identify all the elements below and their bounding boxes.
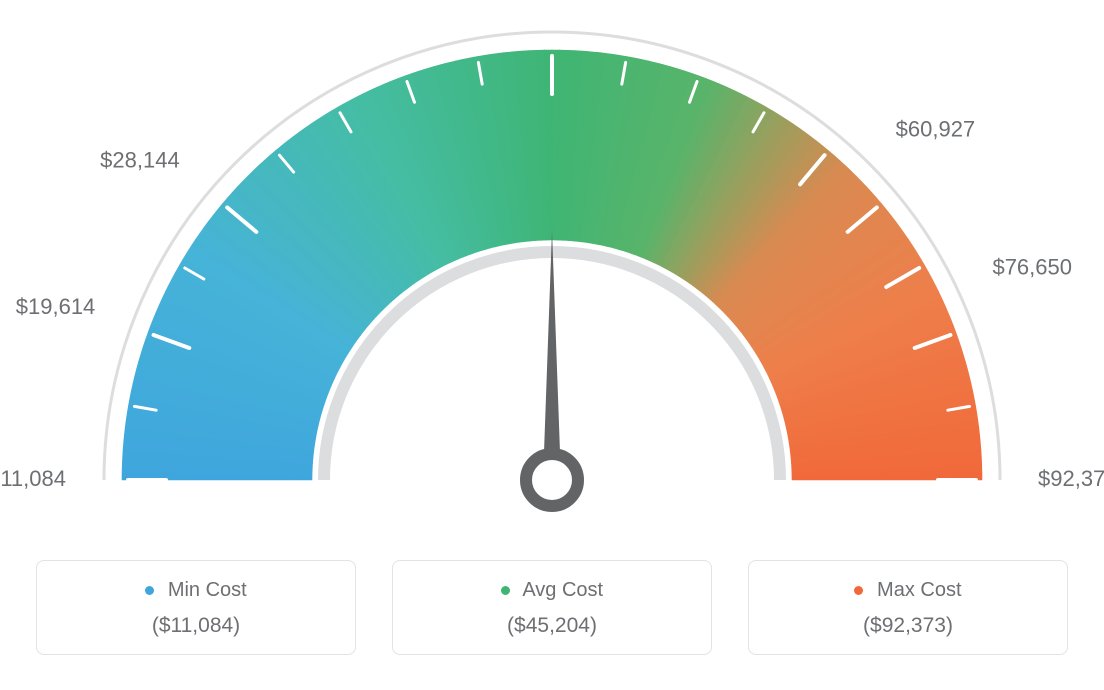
legend-title-min: Min Cost	[47, 579, 345, 602]
svg-text:$28,144: $28,144	[100, 148, 180, 173]
legend-row: Min Cost ($11,084) Avg Cost ($45,204) Ma…	[0, 560, 1104, 655]
gauge-svg: $11,084$19,614$28,144$45,204$60,927$76,6…	[0, 0, 1104, 560]
dot-icon	[854, 586, 863, 595]
gauge-chart: $11,084$19,614$28,144$45,204$60,927$76,6…	[0, 0, 1104, 560]
legend-title-text: Avg Cost	[522, 579, 603, 601]
dot-icon	[501, 586, 510, 595]
legend-title-text: Min Cost	[168, 579, 247, 601]
legend-card-avg: Avg Cost ($45,204)	[392, 560, 712, 655]
svg-text:$76,650: $76,650	[992, 255, 1072, 280]
legend-title-text: Max Cost	[877, 579, 961, 601]
svg-text:$92,373: $92,373	[1038, 466, 1104, 491]
legend-value-min: ($11,084)	[47, 614, 345, 638]
legend-title-avg: Avg Cost	[403, 579, 701, 602]
legend-card-min: Min Cost ($11,084)	[36, 560, 356, 655]
legend-card-max: Max Cost ($92,373)	[748, 560, 1068, 655]
svg-text:$60,927: $60,927	[896, 116, 976, 141]
svg-text:$19,614: $19,614	[16, 294, 96, 319]
legend-value-avg: ($45,204)	[403, 614, 701, 638]
legend-value-max: ($92,373)	[759, 614, 1057, 638]
legend-title-max: Max Cost	[759, 579, 1057, 602]
svg-text:$11,084: $11,084	[0, 466, 66, 491]
dot-icon	[145, 586, 154, 595]
